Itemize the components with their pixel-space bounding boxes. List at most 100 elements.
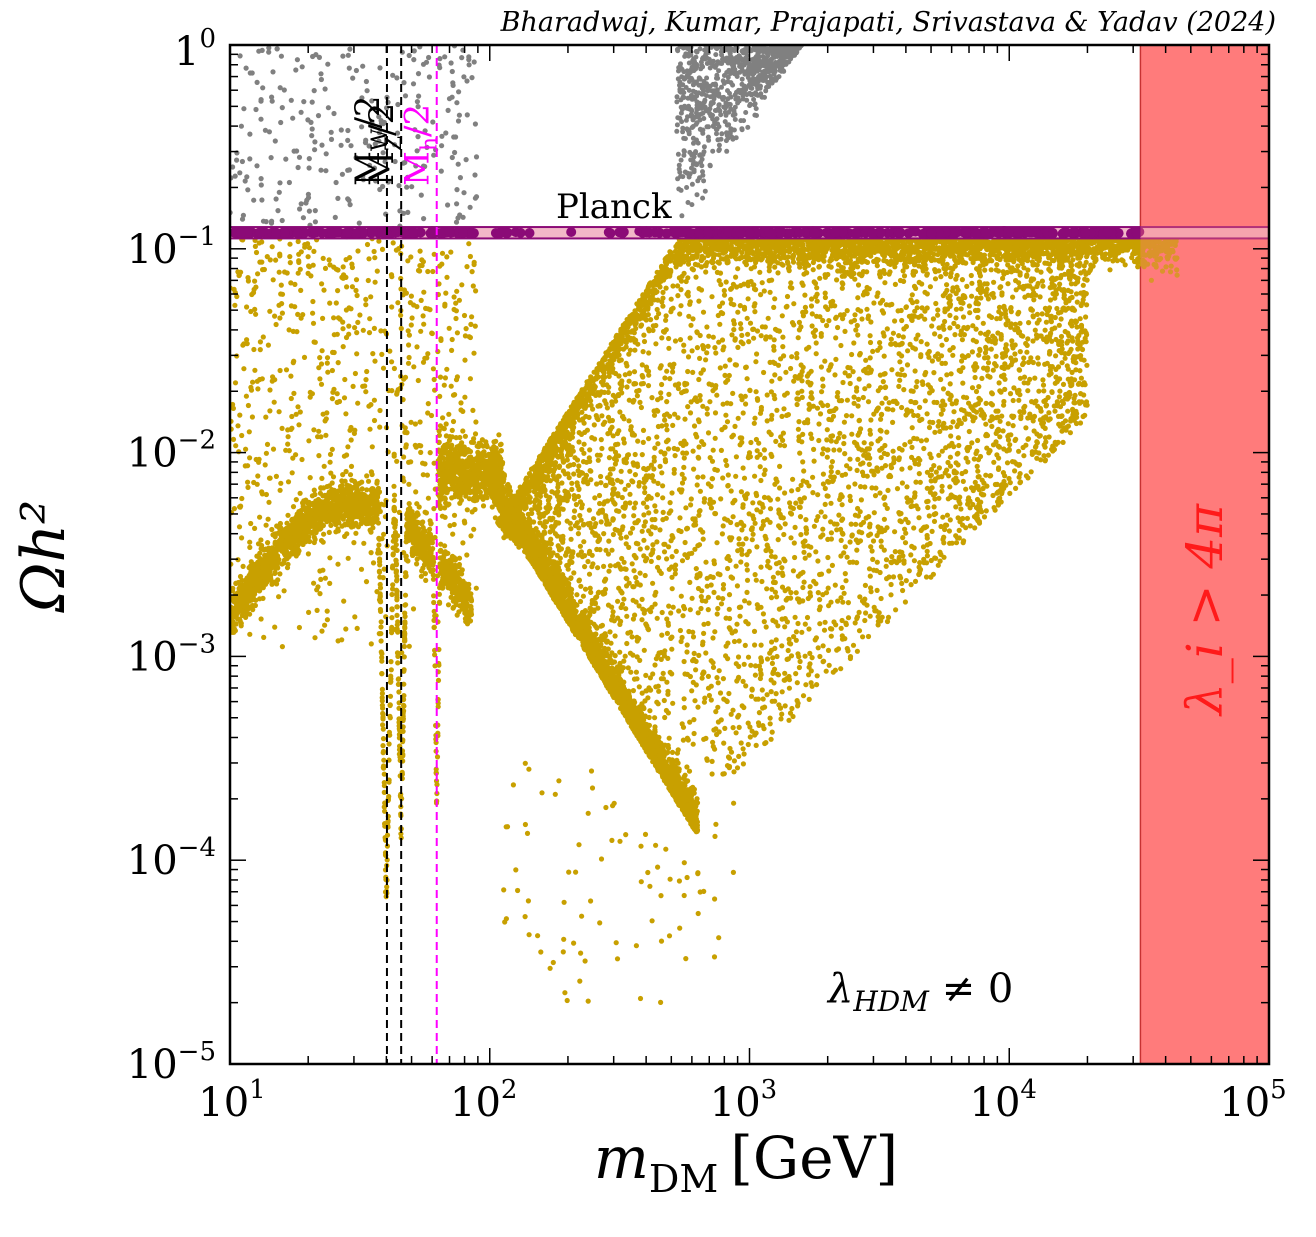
- underabundant-point: [248, 384, 254, 390]
- underabundant-point: [263, 450, 269, 456]
- overabundant-point: [730, 65, 736, 71]
- overabundant-point: [359, 95, 365, 101]
- overabundant-point: [328, 129, 334, 135]
- underabundant-point: [451, 580, 457, 586]
- underabundant-point: [265, 552, 271, 558]
- overabundant-point: [286, 179, 292, 186]
- underabundant-point: [334, 399, 340, 405]
- underabundant-point: [465, 593, 472, 599]
- underabundant-point: [333, 300, 339, 306]
- underabundant-point: [364, 487, 370, 493]
- underabundant-point: [269, 545, 275, 552]
- overabundant-point: [266, 45, 272, 51]
- underabundant-point: [267, 387, 273, 393]
- underabundant-point: [467, 253, 473, 260]
- underabundant-point: [311, 487, 317, 493]
- overabundant-point: [309, 133, 315, 139]
- underabundant-point: [450, 392, 457, 398]
- underabundant-point: [401, 667, 407, 673]
- underabundant-point: [279, 425, 285, 431]
- underabundant-point: [354, 351, 360, 357]
- overabundant-point: [704, 124, 710, 130]
- underabundant-point: [379, 536, 385, 542]
- underabundant-point: [352, 370, 358, 377]
- overabundant-point: [702, 53, 708, 59]
- underabundant-point: [489, 447, 495, 453]
- underabundant-point: [296, 511, 303, 517]
- underabundant-point: [327, 555, 333, 561]
- overabundant-point: [400, 210, 407, 216]
- underabundant-point: [324, 355, 331, 361]
- underabundant-point: [327, 512, 333, 518]
- underabundant-point: [370, 560, 377, 566]
- underabundant-point: [442, 559, 448, 565]
- underabundant-point: [411, 532, 417, 539]
- overabundant-point: [424, 144, 430, 150]
- underabundant-point: [265, 540, 271, 546]
- underabundant-point: [408, 515, 414, 521]
- underabundant-point: [441, 426, 447, 432]
- underabundant-point: [235, 423, 241, 429]
- underabundant-point: [392, 524, 398, 531]
- underabundant-point: [418, 297, 424, 303]
- overabundant-point: [421, 216, 427, 222]
- overabundant-point: [700, 172, 706, 178]
- underabundant-point: [262, 462, 268, 468]
- overabundant-point: [323, 151, 329, 157]
- underabundant-point: [445, 585, 452, 591]
- underabundant-point: [480, 503, 487, 509]
- underabundant-point: [345, 555, 351, 561]
- overabundant-point: [380, 183, 386, 190]
- overabundant-point: [680, 125, 686, 131]
- overabundant-point: [367, 162, 373, 168]
- underabundant-point: [437, 503, 443, 509]
- overabundant-point: [253, 106, 259, 113]
- overabundant-point: [411, 48, 417, 54]
- underabundant-point: [285, 434, 291, 440]
- underabundant-point: [299, 456, 305, 463]
- overabundant-point: [254, 79, 260, 85]
- overabundant-point: [726, 109, 732, 115]
- underabundant-point: [321, 531, 327, 537]
- overabundant-point: [701, 144, 707, 150]
- underabundant-point: [328, 470, 334, 476]
- overabundant-point: [449, 68, 455, 75]
- underabundant-point: [431, 593, 437, 599]
- underabundant-point: [273, 321, 279, 328]
- overabundant-point: [360, 63, 366, 69]
- overabundant-point: [241, 106, 247, 112]
- underabundant-point: [266, 557, 272, 563]
- underabundant-point: [272, 313, 278, 319]
- underabundant-point: [277, 253, 283, 259]
- overabundant-point: [415, 71, 422, 77]
- underabundant-point: [252, 278, 258, 284]
- underabundant-point: [328, 522, 334, 529]
- underabundant-point: [430, 268, 436, 275]
- underabundant-point: [248, 520, 254, 527]
- overabundant-point: [686, 131, 692, 137]
- underabundant-point: [274, 554, 280, 561]
- overabundant-point: [720, 78, 726, 84]
- underabundant-point: [423, 305, 429, 311]
- underabundant-point: [321, 515, 327, 521]
- overabundant-point: [437, 65, 443, 71]
- underabundant-point: [389, 615, 395, 621]
- underabundant-point: [421, 289, 427, 295]
- underabundant-point: [230, 436, 237, 442]
- underabundant-point: [260, 595, 266, 602]
- underabundant-point: [231, 626, 237, 632]
- underabundant-point: [363, 389, 369, 395]
- underabundant-point: [342, 478, 348, 484]
- overabundant-point: [697, 103, 703, 109]
- underabundant-point: [292, 281, 298, 287]
- overabundant-point: [732, 117, 738, 122]
- underabundant-point: [401, 703, 407, 709]
- underabundant-point: [391, 451, 397, 457]
- overabundant-point: [258, 176, 264, 182]
- overabundant-point: [238, 123, 244, 129]
- underabundant-point: [379, 671, 385, 677]
- overabundant-point: [234, 157, 240, 163]
- underabundant-point: [295, 270, 301, 276]
- underabundant-point: [412, 525, 418, 532]
- underabundant-point: [321, 463, 327, 469]
